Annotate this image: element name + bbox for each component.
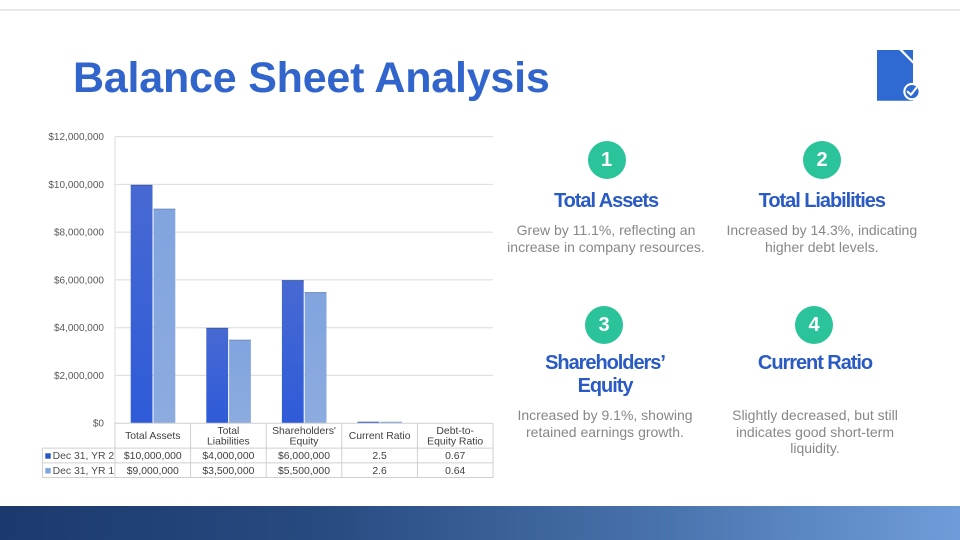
svg-text:Current Ratio: Current Ratio [349,431,411,442]
svg-text:$4,000,000: $4,000,000 [202,451,254,462]
svg-text:Liabilities: Liabilities [207,436,250,447]
svg-text:$6,000,000: $6,000,000 [278,451,330,462]
svg-text:$9,000,000: $9,000,000 [127,466,179,477]
svg-text:$8,000,000: $8,000,000 [54,228,104,239]
svg-text:$3,500,000: $3,500,000 [202,466,254,477]
svg-text:2.6: 2.6 [372,466,387,477]
svg-text:Dec 31, YR 2: Dec 31, YR 2 [53,451,115,462]
svg-text:0.64: 0.64 [445,466,465,477]
svg-text:$4,000,000: $4,000,000 [54,323,104,334]
svg-text:$12,000,000: $12,000,000 [48,132,104,143]
svg-text:Equity Ratio: Equity Ratio [427,436,483,447]
svg-text:$5,500,000: $5,500,000 [278,466,330,477]
svg-text:$6,000,000: $6,000,000 [54,275,104,286]
svg-text:Debt-to-: Debt-to- [436,426,474,437]
svg-text:0.67: 0.67 [445,451,465,462]
svg-text:$2,000,000: $2,000,000 [54,371,104,382]
svg-text:Total: Total [217,426,239,437]
svg-text:Dec 31, YR 1: Dec 31, YR 1 [53,466,115,477]
svg-text:Shareholders': Shareholders' [272,426,336,437]
svg-text:Equity: Equity [290,436,320,447]
svg-text:Total Assets: Total Assets [125,431,180,442]
svg-text:$10,000,000: $10,000,000 [48,180,104,191]
svg-text:2.5: 2.5 [372,451,387,462]
svg-text:$10,000,000: $10,000,000 [124,451,182,462]
svg-text:$0: $0 [93,419,105,430]
